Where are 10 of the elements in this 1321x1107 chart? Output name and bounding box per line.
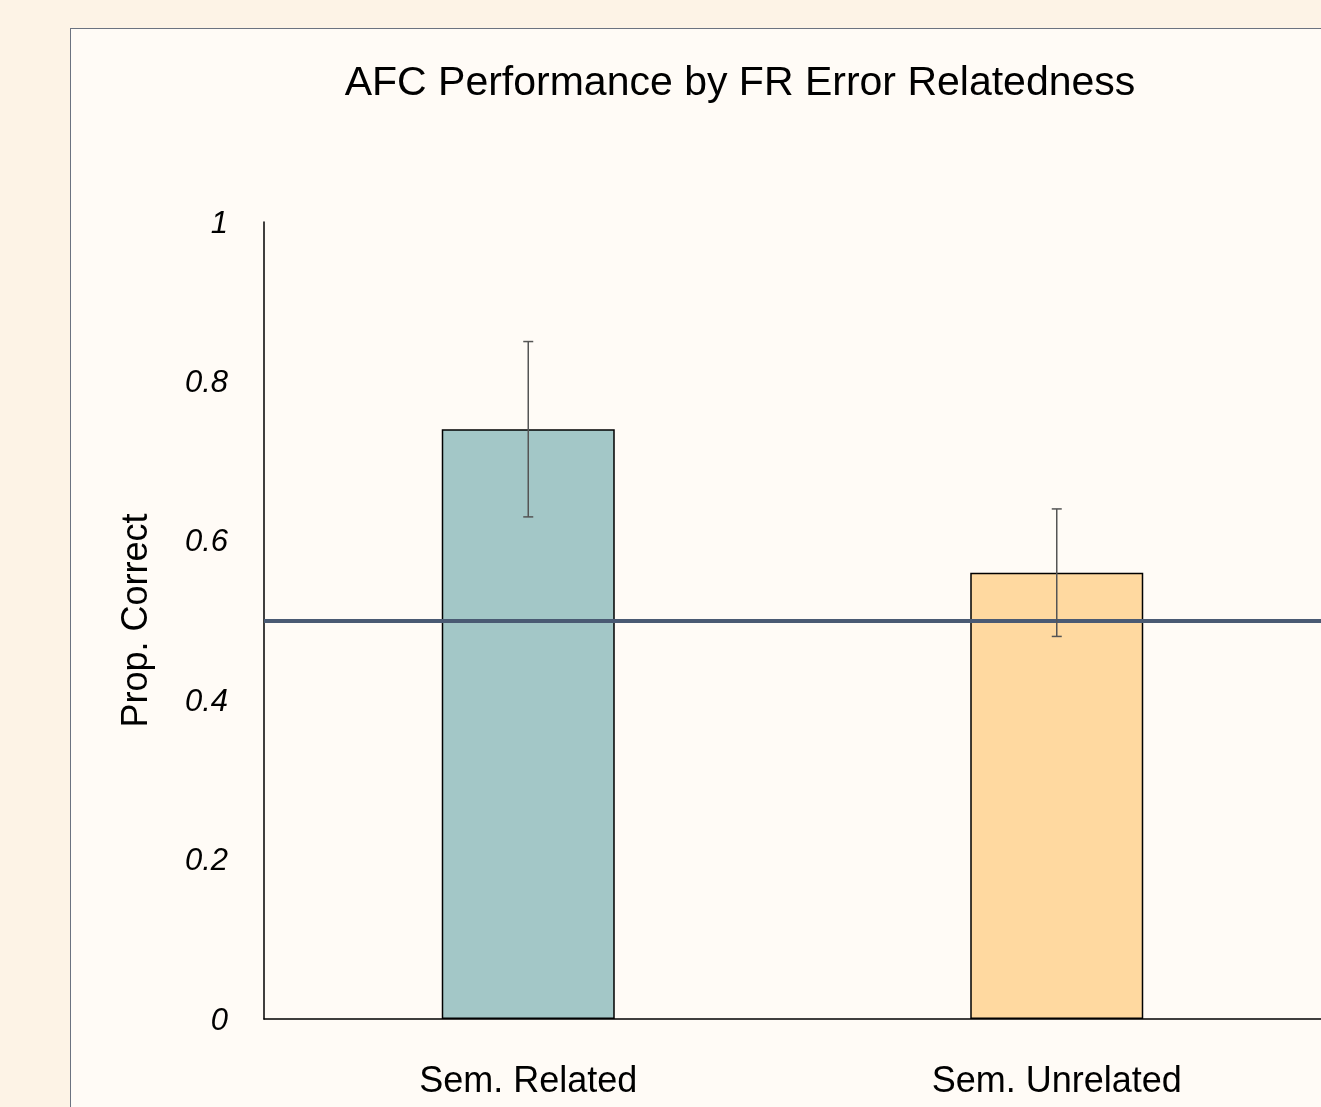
x-tick-label: Sem. Related: [419, 1058, 638, 1100]
y-tick-label: 1: [210, 204, 228, 240]
y-tick-label: 0: [210, 1001, 228, 1037]
y-tick-label: 0.4: [184, 682, 228, 718]
chart-title: AFC Performance by FR Error Relatedness: [344, 57, 1136, 104]
y-tick-label: 0.8: [184, 363, 229, 399]
y-tick-label: 0.6: [184, 523, 229, 559]
y-tick-label: 0.2: [184, 842, 228, 878]
y-axis-title: Prop. Correct: [113, 513, 155, 728]
x-tick-label: Sem. Unrelated: [931, 1058, 1182, 1100]
